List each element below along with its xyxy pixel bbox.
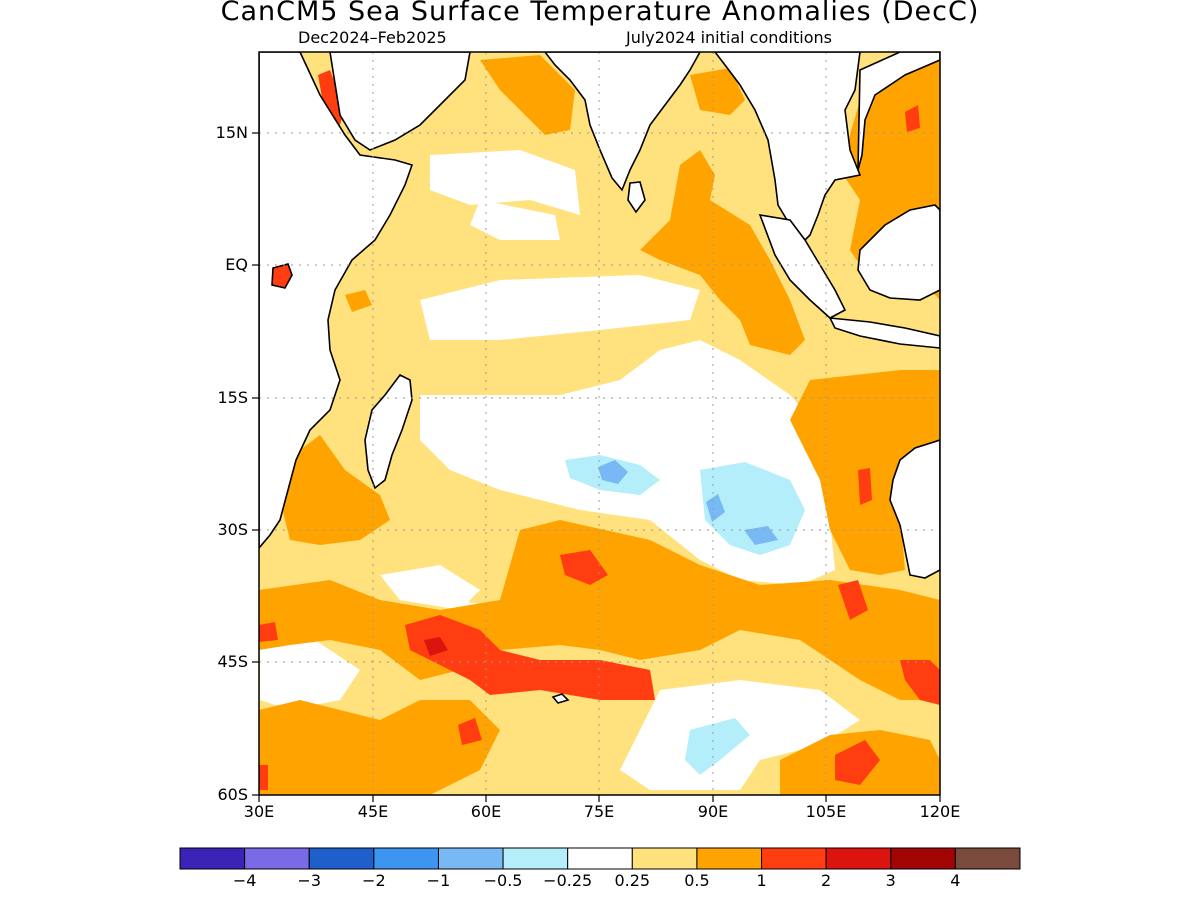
sri-lanka-landmass (627, 181, 646, 214)
australia-landmass (889, 439, 940, 579)
indochina-landmass (857, 52, 940, 171)
y-tick-label: 15N (215, 123, 248, 142)
sumatra-landmass (758, 213, 847, 319)
cold-spot-1 (598, 460, 628, 484)
hot-region-south-6 (458, 718, 482, 745)
x-tick-label: 105E (805, 802, 847, 821)
colorbar-threshold-label: 3 (885, 871, 896, 890)
anomaly-field (259, 52, 940, 795)
hot-spot-left-edge (259, 622, 278, 642)
warm-region-bay-of-bengal (640, 150, 805, 355)
y-tick-label: 45S (217, 652, 248, 671)
y-tick-label: 30S (217, 520, 248, 539)
lake-victoria (271, 263, 293, 289)
axis-ticks (252, 132, 941, 802)
colorbar-threshold-label: 4 (950, 871, 961, 890)
hot-region-south-5 (838, 580, 868, 620)
colorbar-threshold-label: −1 (426, 871, 451, 890)
hot-region-south-1 (405, 615, 655, 700)
x-tick-label: 30E (243, 802, 275, 821)
hot-region-south-2 (560, 550, 608, 585)
cool-region-3 (685, 718, 750, 775)
neutral-region-mid-south (380, 565, 480, 610)
x-tick-label: 60E (470, 802, 502, 821)
madagascar-landmass (364, 373, 413, 490)
x-tick-label: 45E (357, 802, 389, 821)
hot-region-south-4 (835, 740, 880, 785)
colorbar-threshold-label: 2 (821, 871, 832, 890)
colorbar-threshold-label: −4 (232, 871, 257, 890)
chart-title: CanCM5 Sea Surface Temperature Anomalies… (220, 0, 980, 27)
india-landmass (543, 52, 701, 192)
colorbar-threshold-label: 0.5 (684, 871, 710, 890)
gridlines (259, 52, 940, 795)
neutral-region-equatorial (420, 275, 700, 340)
forecast-period: Dec2024–Feb2025 (298, 28, 447, 47)
initial-conditions-label: July2024 initial conditions (626, 28, 832, 47)
y-tick-label: EQ (225, 255, 248, 274)
cold-spot-3 (744, 526, 778, 545)
borneo-landmass (857, 204, 940, 301)
x-tick-label: 90E (697, 802, 729, 821)
x-tick-label: 120E (919, 802, 961, 821)
hot-spot-left-edge-2 (259, 765, 268, 790)
hot-region-west-aus (858, 468, 872, 505)
africa-landmass (259, 52, 414, 550)
cold-spot-2 (706, 494, 725, 522)
warm-region-south-west (259, 700, 500, 795)
warm-spot-somali (345, 290, 372, 312)
hot-core-1 (424, 637, 448, 656)
hot-spot-red-sea (318, 70, 345, 130)
colorbar-threshold-label: −3 (297, 871, 322, 890)
colorbar-threshold-label: −0.5 (483, 871, 523, 890)
java-landmass (828, 317, 940, 349)
arabia-landmass (329, 52, 471, 151)
neutral-region-central (470, 200, 560, 240)
neutral-region-southwest (260, 630, 360, 710)
colorbar-threshold-label: 0.25 (614, 871, 651, 890)
warm-region-mozambique (280, 435, 390, 545)
neutral-region-arabian-sea (430, 150, 580, 215)
hot-region-south-3 (900, 660, 940, 705)
colorbar-threshold-label: −0.25 (543, 871, 593, 890)
hot-spot-scs (905, 105, 920, 132)
y-tick-label: 60S (217, 785, 248, 804)
colorbar-threshold-label: 1 (756, 871, 767, 890)
colorbar-threshold-label: −2 (362, 871, 386, 890)
cool-region-2 (700, 462, 805, 555)
myanmar-landmass (713, 52, 862, 247)
warm-region-arabian-north (480, 55, 575, 135)
kerguelen-island (551, 693, 570, 704)
y-tick-label: 15S (217, 388, 248, 407)
warm-region-bay-north (690, 68, 745, 115)
x-tick-label: 75E (583, 802, 615, 821)
